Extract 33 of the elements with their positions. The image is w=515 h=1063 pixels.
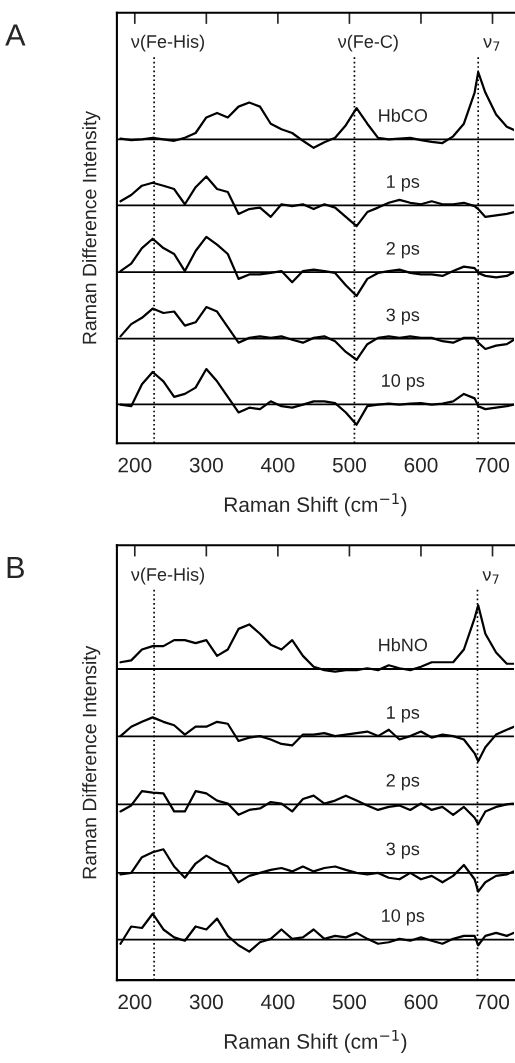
x-tick-label: 600 — [404, 457, 438, 473]
series-label: 10 ps — [382, 909, 425, 926]
ref-line-label: ν(Fe-His) — [130, 34, 204, 52]
series-label: 10 ps — [382, 374, 425, 391]
x-tick-label: 500 — [332, 994, 366, 1010]
series-label: 2 ps — [386, 773, 420, 791]
ref-line-label: ν(Fe-C) — [337, 34, 398, 52]
ref-line-label: ν$_{7}$ — [482, 571, 499, 584]
series-label: HbNO — [379, 638, 428, 652]
x-tick-label: 400 — [260, 994, 295, 1010]
series-label: 1 ps — [387, 706, 420, 723]
x-tick-label: 300 — [189, 457, 223, 473]
x-tick-label: 700 — [476, 457, 510, 473]
series-label: 3 ps — [386, 308, 420, 325]
y-axis-title: Raman Difference Intensity — [82, 110, 101, 344]
x-tick-label: 200 — [118, 457, 152, 473]
series-label: 2 ps — [386, 241, 420, 259]
series-label: 3 ps — [386, 842, 420, 859]
chart-title: B — [7, 557, 24, 579]
ref-line-label: ν(Fe-His) — [130, 567, 204, 585]
x-tick-label: 300 — [189, 994, 223, 1010]
x-tick-label: 200 — [118, 994, 152, 1010]
x-tick-label: 700 — [476, 994, 510, 1010]
x-axis-title: Raman Shift (cm$^{−1}$) — [224, 493, 407, 517]
x-tick-label: 400 — [260, 457, 295, 473]
ref-line-label: ν$_{7}$ — [483, 38, 500, 51]
x-axis-title: Raman Shift (cm$^{−1}$) — [224, 1030, 407, 1053]
series-label: HbCO — [379, 108, 428, 122]
y-axis-title: Raman Difference Intensity — [82, 645, 101, 879]
x-tick-label: 600 — [404, 994, 438, 1010]
series-label: 1 ps — [387, 175, 420, 192]
x-tick-label: 500 — [332, 457, 366, 473]
chart-title: A — [5, 24, 26, 46]
